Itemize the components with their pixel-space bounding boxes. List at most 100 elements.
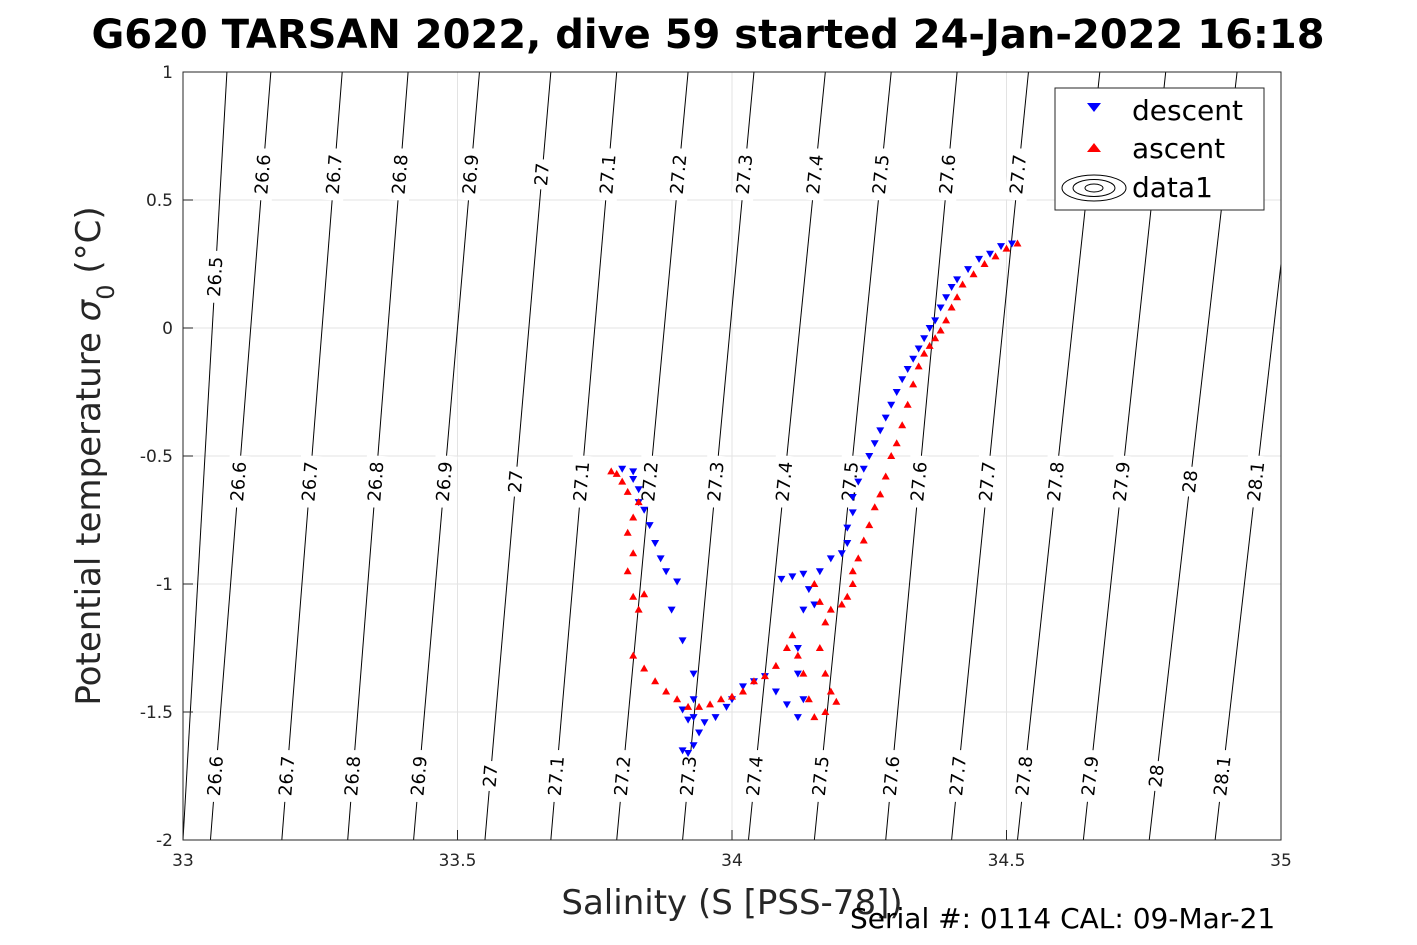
y-axis-label-subscript: 0	[92, 284, 120, 299]
ascent-point	[876, 490, 885, 498]
ascent-point	[903, 400, 912, 408]
descent-point	[738, 683, 747, 691]
contour-label-background	[362, 454, 389, 509]
descent-point	[634, 486, 643, 494]
contour-label: 26.9	[433, 461, 457, 503]
ascent-point	[821, 669, 830, 677]
descent-point	[843, 524, 852, 532]
contour-label: 26.9	[459, 154, 483, 196]
descent-point	[651, 540, 660, 548]
contour-label: 26.7	[298, 461, 322, 503]
ascent-point	[980, 260, 989, 267]
descent-point	[837, 550, 846, 558]
ascent-point	[843, 592, 852, 600]
contour-label-background	[202, 250, 228, 304]
ascent-point	[848, 580, 857, 587]
contour-label-background	[543, 749, 570, 803]
contour-label: 27.8	[1012, 755, 1037, 797]
descent-point	[689, 696, 698, 704]
ascent-point	[673, 695, 682, 703]
descent-point	[881, 414, 890, 422]
contour-label-background	[457, 147, 484, 202]
descent-point	[793, 714, 802, 722]
ascent-point	[706, 700, 715, 708]
legend-contour-label: data1	[1132, 171, 1213, 204]
contour-label-background	[405, 749, 433, 803]
contour-label-background	[529, 158, 555, 191]
ascent-point	[909, 380, 918, 388]
descent-point	[684, 716, 693, 724]
descent-point	[942, 294, 951, 302]
ascent-point	[634, 498, 643, 506]
ascent-point	[810, 580, 819, 587]
ascent-point	[607, 467, 616, 475]
contour-label-background	[296, 454, 324, 509]
descent-point	[892, 389, 901, 396]
isopycnal-line	[484, 72, 552, 840]
ascent-point	[629, 651, 638, 659]
descent-point	[865, 453, 874, 460]
descent-point	[656, 555, 665, 563]
contour-label-background	[801, 147, 829, 202]
ascent-point	[651, 677, 660, 685]
descent-point	[953, 276, 962, 284]
descent-point	[678, 706, 687, 714]
contour-label: 27.6	[936, 154, 961, 196]
contour-label: 27.6	[880, 755, 905, 797]
x-tick-label: 34.5	[988, 851, 1026, 871]
ascent-point	[870, 503, 879, 511]
contour-label-background	[568, 454, 595, 509]
contour-label-background	[1208, 748, 1237, 804]
legend-ascent-marker	[1087, 143, 1101, 152]
descent-point	[722, 703, 731, 711]
ascent-point	[832, 697, 841, 705]
descent-point	[947, 284, 956, 292]
contour-label-background	[944, 749, 972, 803]
ascent-point	[793, 651, 802, 659]
y-axis-label: Potential temperature σ0 (°C)	[69, 206, 120, 705]
ascent-point	[925, 341, 934, 349]
contour-label-background	[702, 454, 730, 509]
contour-label-background	[973, 454, 1002, 509]
descent-point	[964, 266, 973, 274]
data-markers	[607, 239, 1022, 757]
y-tick-label: -2	[156, 831, 173, 851]
contour-label: 27.2	[638, 461, 663, 503]
contour-label-background	[636, 454, 664, 509]
ascent-point	[815, 644, 824, 651]
contour-label-background	[905, 454, 933, 509]
y-tick-label: -1	[156, 575, 173, 595]
contour-label-background	[867, 147, 895, 202]
contour-label-background	[770, 454, 798, 509]
y-axis-label-sigma: σ	[69, 298, 109, 321]
contour-label-background	[1177, 465, 1203, 498]
contour-label-background	[665, 147, 692, 202]
contour-label: 27.2	[611, 755, 636, 797]
legend-ascent-label: ascent	[1132, 132, 1225, 165]
descent-point	[645, 522, 654, 530]
contour-label: 28	[1145, 763, 1168, 788]
contour-label-background	[1004, 147, 1032, 202]
descent-point	[662, 568, 671, 576]
ascent-point	[898, 421, 907, 429]
contour-label-background	[431, 454, 458, 509]
legend: descent ascent data1	[1054, 87, 1265, 211]
contour-label: 27.7	[976, 461, 1001, 503]
descent-point	[975, 255, 984, 263]
contour-label: 27.3	[733, 154, 758, 196]
contour-label: 27.3	[677, 755, 702, 797]
contour-label: 26.6	[204, 755, 228, 797]
contour-label-background	[1010, 748, 1039, 804]
descent-point	[1007, 240, 1016, 248]
ascent-point	[629, 549, 638, 557]
descent-point	[771, 688, 780, 696]
ascent-point	[958, 280, 967, 288]
ascent-point	[640, 590, 649, 598]
contour-label-background	[1042, 454, 1070, 509]
descent-point	[810, 601, 819, 609]
ascent-point	[821, 708, 830, 715]
contour-label: 27.9	[1078, 755, 1103, 797]
contour-label: 27	[531, 162, 554, 187]
contour-label: 27.5	[809, 755, 834, 797]
ascent-point	[695, 702, 704, 710]
